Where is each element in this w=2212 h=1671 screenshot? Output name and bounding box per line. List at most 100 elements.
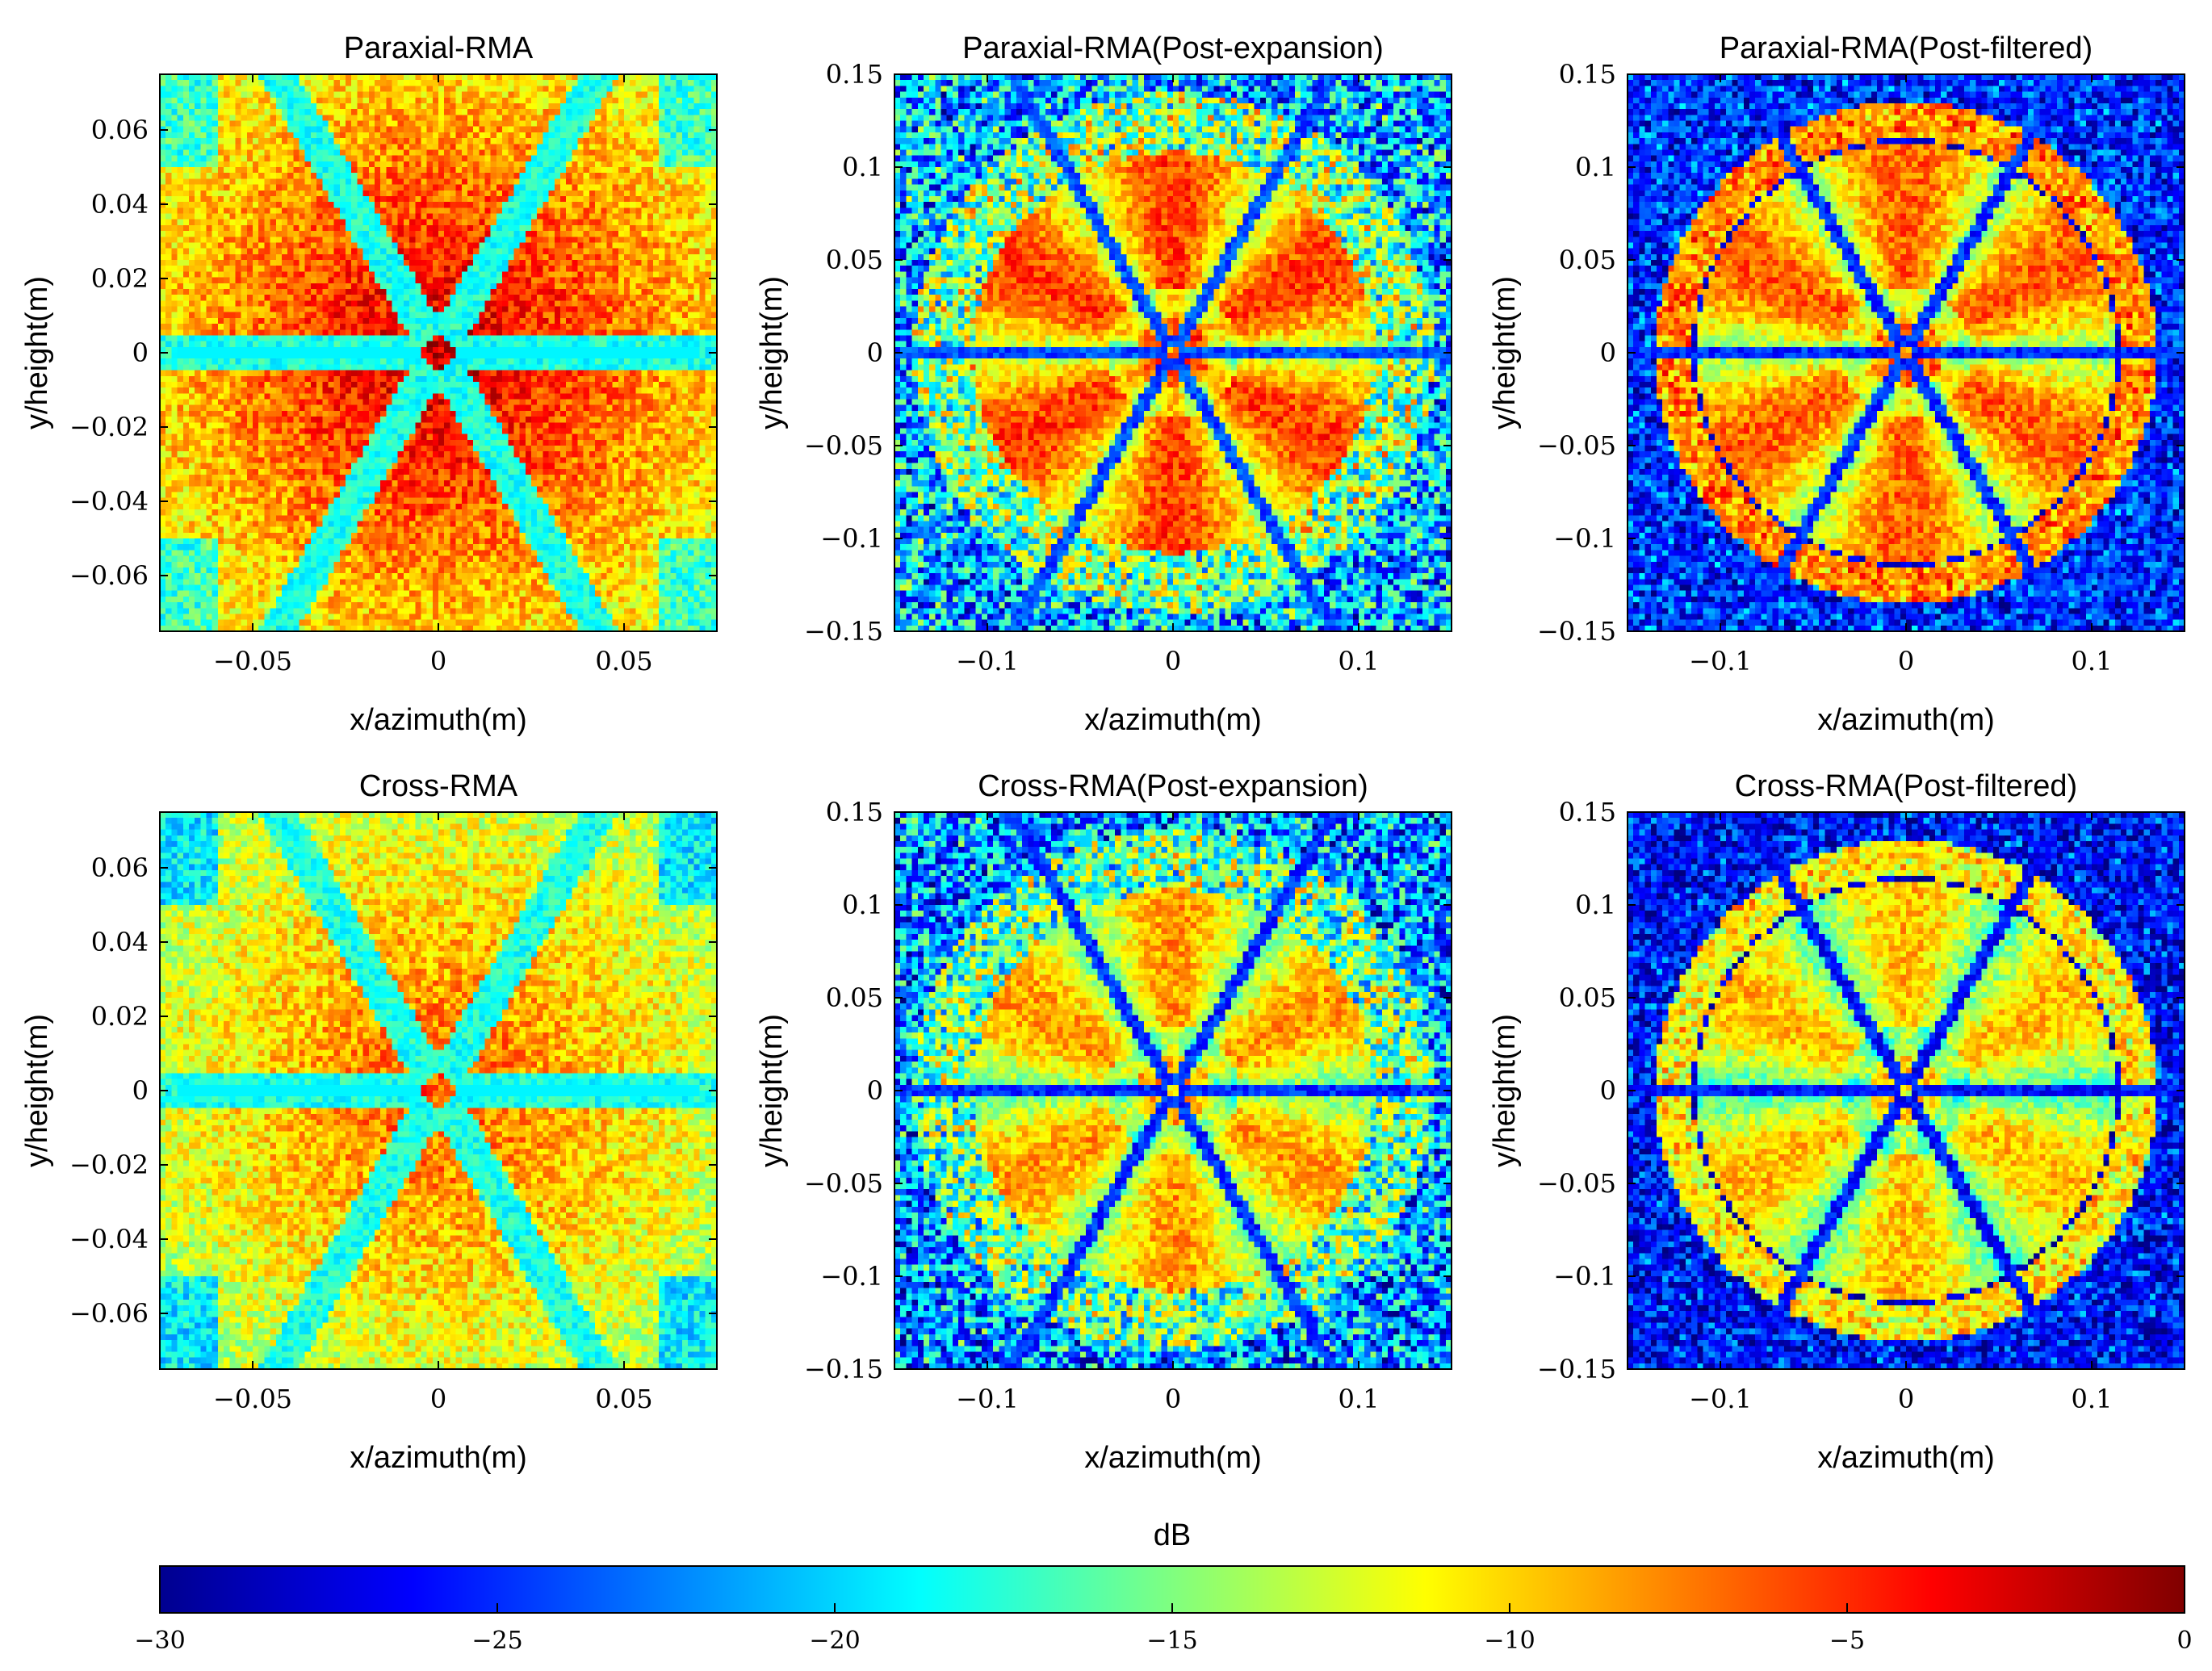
x-tick-label: 0 [1898,646,1914,676]
y-tick-label: 0.06 [91,115,149,145]
heatmap-image [160,812,717,1369]
y-tick-label: 0.02 [91,263,149,294]
y-tick-label: 0.15 [1559,797,1616,827]
panel-6: Cross-RMA(Post-filtered) x/azimuth(m) y/he… [1488,769,2185,1475]
y-tick-label: 0 [132,1075,149,1106]
panels: Paraxial-RMA x/azimuth(m) y/height(m) −0.05… [20,31,2185,1475]
x-tick-label: 0 [1898,1384,1914,1414]
y-tick-label: −0.1 [1553,523,1616,554]
y-tick-label: 0 [132,337,149,368]
panel-title: Cross-RMA(Post-expansion) [978,769,1368,803]
y-tick-label: 0.05 [826,982,883,1013]
y-tick-label: −0.15 [804,1354,883,1384]
x-tick-label: 0 [1165,646,1181,676]
x-tick-label: 0.1 [2072,1384,2113,1414]
x-tick-label: 0.1 [1339,646,1380,676]
panel-2: Paraxial-RMA(Post-expansion) x/azimuth(m)… [755,31,1452,737]
y-tick-label: 0.15 [1559,59,1616,90]
colorbar-tick-label: −15 [1146,1627,1197,1655]
x-tick-label: 0.05 [595,646,652,676]
colorbar-tick-label: −5 [1829,1627,1865,1655]
y-tick-label: 0.05 [1559,982,1616,1013]
colorbar-tick-label: 0 [2176,1627,2192,1655]
y-tick-label: −0.04 [69,1224,149,1254]
y-tick-label: −0.15 [1537,616,1616,647]
y-axis-label: y/height(m) [755,1014,789,1167]
x-axis-label: x/azimuth(m) [1084,703,1262,737]
y-tick-label: 0.04 [91,189,149,220]
panel-5: Cross-RMA(Post-expansion) x/azimuth(m) y/h… [755,769,1452,1475]
panel-title: Cross-RMA(Post-filtered) [1735,769,2077,803]
colorbar-label: dB [1154,1518,1191,1552]
y-tick-label: −0.06 [69,560,149,591]
y-tick-label: 0.06 [91,852,149,883]
x-axis-label: x/azimuth(m) [1084,1441,1262,1475]
colorbar: dB −30 −25 −20 −15 −10 −5 0 [134,1518,2192,1655]
y-tick-label: −0.02 [69,1150,149,1180]
y-tick-label: 0.05 [1559,245,1616,275]
y-tick-label: −0.1 [820,523,883,554]
y-tick-label: 0 [1600,337,1616,368]
y-tick-label: 0.1 [1575,152,1616,182]
y-tick-label: −0.15 [1537,1354,1616,1384]
y-tick-label: 0 [867,337,883,368]
x-tick-label: −0.1 [956,1384,1019,1414]
y-tick-label: 0.15 [826,797,883,827]
y-tick-label: 0.1 [1575,890,1616,920]
y-tick-label: −0.02 [69,412,149,442]
y-axis-label: y/height(m) [1488,276,1522,429]
y-axis-label: y/height(m) [20,276,54,429]
y-axis-label: y/height(m) [755,276,789,429]
y-tick-label: −0.15 [804,616,883,647]
heatmap-image [1628,812,2185,1369]
x-tick-label: 0 [430,646,446,676]
panel-1: Paraxial-RMA x/azimuth(m) y/height(m) −0.05… [20,31,718,737]
y-tick-label: 0 [1600,1075,1616,1106]
x-tick-label: −0.1 [1689,1384,1752,1414]
panel-title: Paraxial-RMA(Post-filtered) [1720,31,2093,65]
y-tick-label: −0.1 [1553,1261,1616,1292]
panel-title: Paraxial-RMA [344,31,534,65]
y-tick-label: 0.02 [91,1001,149,1032]
x-axis-label: x/azimuth(m) [1817,703,1995,737]
panel-4: Cross-RMA x/azimuth(m) y/height(m) −0.05 0 0.… [20,769,718,1475]
heatmap-image [894,812,1452,1369]
heatmap-image [894,74,1452,631]
y-tick-label: 0.1 [842,890,883,920]
y-tick-label: 0.04 [91,927,149,957]
x-tick-label: 0 [1165,1384,1181,1414]
colorbar-tick-label: −10 [1484,1627,1535,1655]
y-tick-label: −0.04 [69,486,149,517]
y-tick-label: 0.05 [826,245,883,275]
y-axis-label: y/height(m) [20,1014,54,1167]
x-tick-label: −0.05 [213,1384,292,1414]
x-axis-label: x/azimuth(m) [350,703,527,737]
x-axis-label: x/azimuth(m) [350,1441,527,1475]
y-tick-label: 0 [867,1075,883,1106]
x-tick-label: 0.05 [595,1384,652,1414]
y-tick-label: 0.1 [842,152,883,182]
x-axis-label: x/azimuth(m) [1817,1441,1995,1475]
panel-3: Paraxial-RMA(Post-filtered) x/azimuth(m) y… [1488,31,2185,737]
heatmap-image [1628,74,2185,631]
y-tick-label: 0.15 [826,59,883,90]
y-tick-label: −0.05 [804,1168,883,1199]
colorbar-tick-label: −25 [471,1627,522,1655]
x-tick-label: 0.1 [2072,646,2113,676]
y-tick-label: −0.1 [820,1261,883,1292]
colorbar-tick-label: −30 [134,1627,185,1655]
y-tick-label: −0.06 [69,1298,149,1329]
x-tick-label: 0.1 [1339,1384,1380,1414]
x-tick-label: 0 [430,1384,446,1414]
colorbar-tick-label: −20 [809,1627,860,1655]
y-tick-label: −0.05 [804,430,883,461]
y-tick-label: −0.05 [1537,430,1616,461]
y-axis-label: y/height(m) [1488,1014,1522,1167]
heatmap-image [160,74,717,631]
panel-title: Cross-RMA [359,769,518,803]
y-tick-label: −0.05 [1537,1168,1616,1199]
x-tick-label: −0.05 [213,646,292,676]
x-tick-label: −0.1 [956,646,1019,676]
x-tick-label: −0.1 [1689,646,1752,676]
